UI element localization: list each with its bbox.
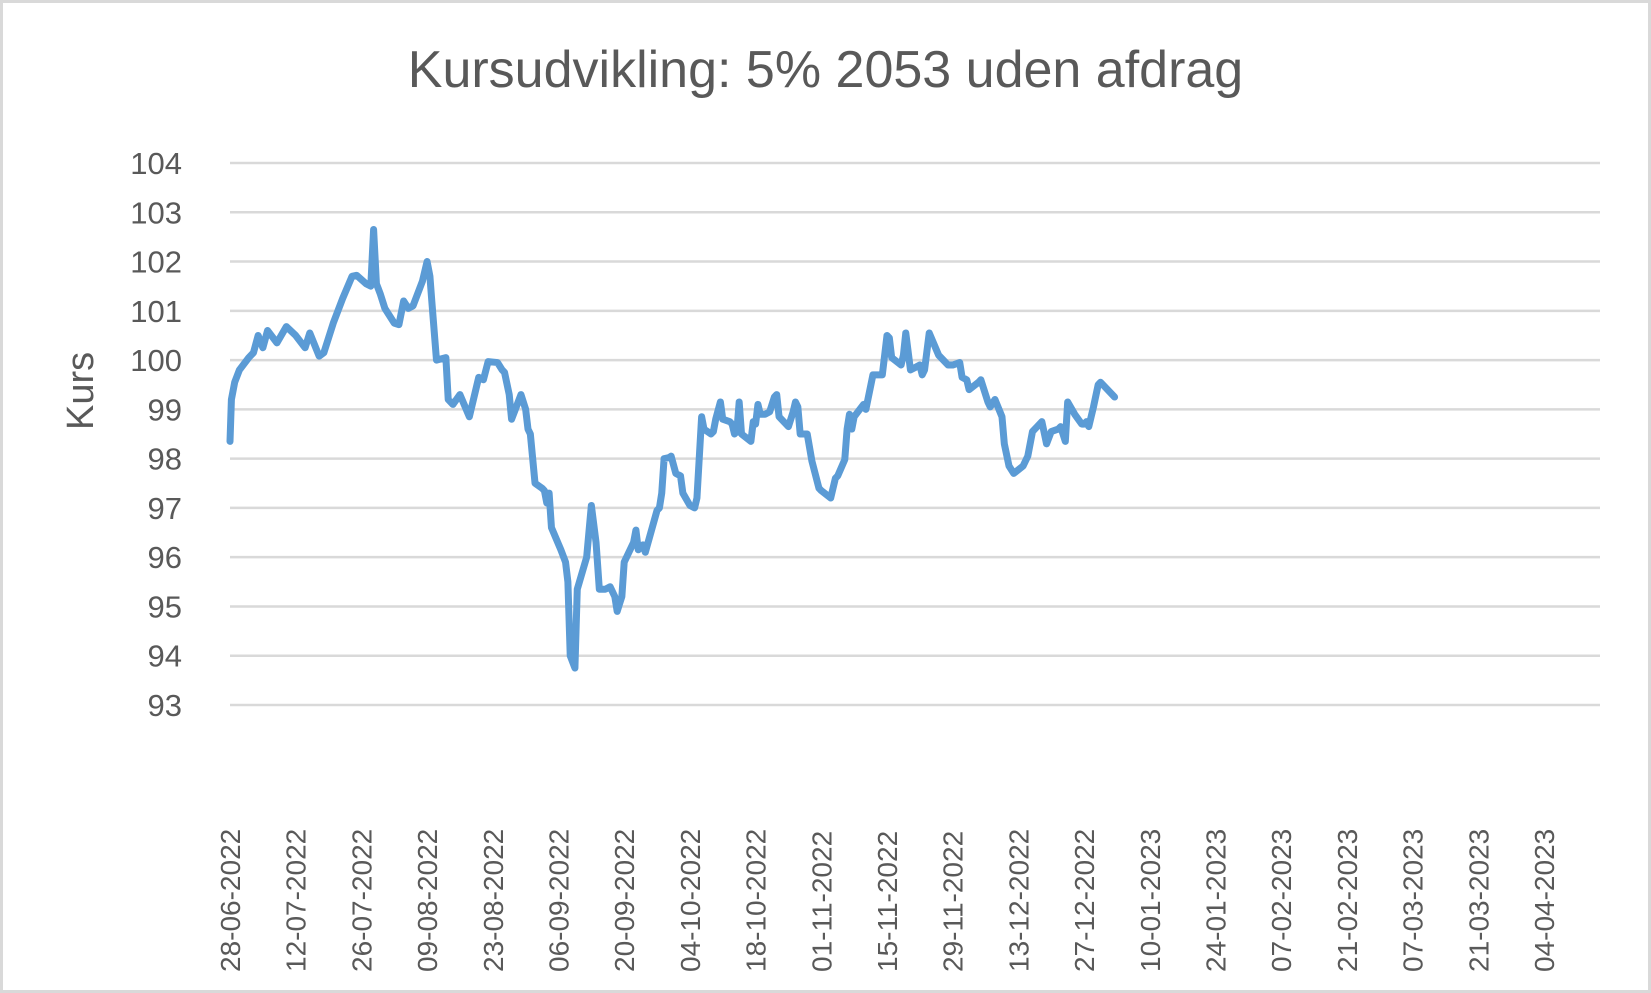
x-tick-label: 04-10-2022: [675, 829, 706, 972]
x-tick-label: 10-01-2023: [1135, 829, 1166, 972]
x-tick-label: 13-12-2022: [1003, 829, 1034, 972]
y-tick-label: 104: [130, 146, 182, 181]
x-tick-label: 24-01-2023: [1201, 829, 1232, 972]
x-tick-label: 23-08-2022: [478, 829, 509, 972]
data-series-line: [226, 226, 1119, 672]
y-tick-label: 97: [148, 491, 182, 526]
x-tick-label: 06-09-2022: [544, 829, 575, 972]
x-tick-label: 27-12-2022: [1069, 829, 1100, 972]
x-tick-label: 18-10-2022: [741, 829, 772, 972]
y-tick-label: 95: [148, 589, 182, 624]
x-tick-label: 09-08-2022: [412, 829, 443, 972]
series-line: [226, 226, 1119, 672]
x-tick-label: 20-09-2022: [609, 829, 640, 972]
y-tick-label: 96: [148, 540, 182, 575]
x-tick-label: 21-03-2023: [1463, 829, 1494, 972]
y-tick-label: 101: [130, 294, 182, 329]
y-tick-label: 94: [148, 639, 182, 674]
x-tick-label: 29-11-2022: [938, 831, 969, 972]
x-tick-label: 07-03-2023: [1398, 829, 1429, 972]
y-tick-label: 93: [148, 688, 182, 723]
x-tick-label: 26-07-2022: [346, 829, 377, 972]
x-tick-label: 01-11-2022: [806, 831, 837, 972]
x-tick-label: 28-06-2022: [215, 829, 246, 972]
y-tick-label: 103: [130, 195, 182, 230]
y-tick-label: 99: [148, 392, 182, 427]
y-axis-ticks: 93 94 95 96 97 98 99 100 101 102 103 104: [130, 146, 182, 723]
x-tick-label: 21-02-2023: [1332, 829, 1363, 972]
x-tick-label: 15-11-2022: [872, 831, 903, 972]
x-tick-label: 04-04-2023: [1529, 829, 1560, 972]
x-tick-label: 12-07-2022: [281, 829, 312, 972]
y-tick-label: 100: [130, 343, 182, 378]
y-tick-label: 102: [130, 245, 182, 280]
chart-title: Kursudvikling: 5% 2053 uden afdrag: [407, 41, 1244, 99]
gridlines: [230, 161, 1600, 707]
x-axis-ticks: 28-06-2022 12-07-2022 26-07-2022 09-08-2022…: [215, 829, 1560, 972]
x-tick-label: 07-02-2023: [1266, 829, 1297, 972]
y-tick-label: 98: [148, 442, 182, 477]
